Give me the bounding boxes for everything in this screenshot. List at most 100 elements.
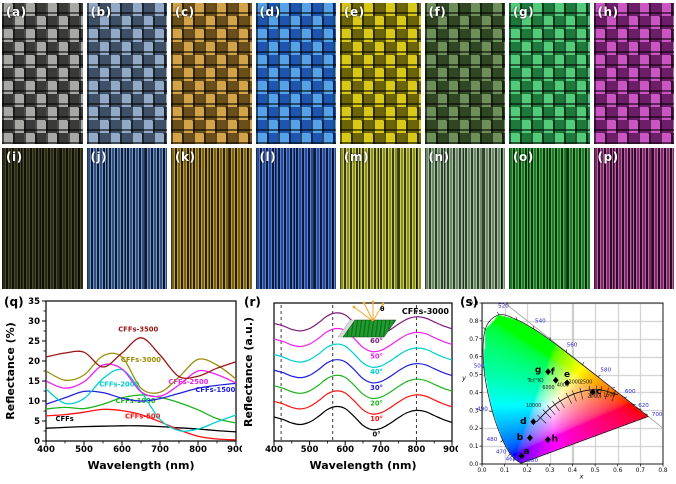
x-tick-label: 0.6 (613, 468, 623, 474)
measurement-geometry-inset: θ (337, 300, 397, 338)
locus-wavelength-tick (597, 374, 601, 378)
corner-sample-label: CFFs-3000 (402, 307, 450, 316)
isotherm-tick (552, 401, 560, 412)
incident-ray-arrow (372, 303, 384, 322)
series-label: CFFs-3500 (118, 325, 158, 333)
y-tick-label: 15 (28, 377, 40, 387)
micrograph-fabric-f: (f) (424, 3, 505, 144)
sample-point-marker-e (564, 379, 570, 387)
angle-curve-50° (273, 327, 453, 353)
x-tick-label: 500 (75, 445, 93, 455)
y-tick-label: 20 (28, 357, 40, 367)
x-tick-label: 700 (372, 445, 390, 455)
locus-wavelength-tick (612, 386, 616, 389)
reflectance-spectra-panel: (q) 400 500 600 700 800 900 0 5 10 15 20 25 30 35 Wavel… (2, 293, 245, 484)
x-tick-label: 700 (151, 445, 169, 455)
color-temperature-label: 2000 (588, 394, 600, 400)
x-tick-label: 0.4 (568, 468, 578, 474)
x-axis-title: Wavelength (nm) (310, 459, 417, 472)
y-tick-label: 5 (34, 417, 40, 427)
angle-label: 20° (370, 399, 383, 407)
series-label: CFFs-2000 (99, 381, 139, 389)
angle-label: 60° (370, 337, 383, 345)
micrograph-fiber-p: (p) (593, 148, 674, 289)
panel-letter: (o) (513, 150, 534, 164)
sample-point-label: h (552, 435, 558, 445)
locus-wavelength-tick (500, 440, 503, 443)
y-tick-label: 25 (28, 337, 40, 347)
isotherm-tick (542, 409, 552, 419)
panel-letter: (j) (90, 150, 108, 164)
color-temperature-label: 10000 (526, 403, 541, 409)
panel-letter: (d) (259, 5, 281, 19)
x-tick-label: 400 (37, 445, 55, 455)
y-tick-label: 30 (28, 317, 40, 327)
locus-wavelength-tick (512, 458, 515, 462)
panel-letter: (r) (244, 295, 261, 309)
angle-curve-0° (273, 405, 453, 431)
angle-curve-40° (273, 343, 453, 368)
y-tick-label: 0 (34, 437, 40, 447)
isotherm-tick (579, 387, 584, 400)
wavelength-label: 380 (527, 458, 538, 464)
y-tick-label: 0.5 (469, 373, 479, 379)
sample-point-label: c (596, 387, 601, 397)
wavelength-label: 460 (506, 456, 517, 462)
incident-ray-arrow (353, 306, 374, 322)
sample-point-marker-c (589, 388, 596, 396)
series-label: CFFs-2500 (168, 378, 208, 386)
x-tick-label: 0.3 (545, 468, 555, 474)
y-axis-title: y (461, 374, 466, 382)
angle-dependent-spectra-chart: 400 500 600 700 800 900 Wavelength (nm) Reflect… (242, 300, 461, 472)
fiber-micrographs-row: (i) (j) (k) (l) (m) (n) (o) (p) (2, 148, 674, 289)
spectral-locus-outline (482, 314, 650, 464)
sample-point-label: g (535, 366, 541, 376)
angle-label: 30° (370, 384, 383, 392)
sample-point-label: a (524, 447, 530, 457)
isotherm-tick (605, 387, 609, 400)
reflectance-spectra-chart: 400 500 600 700 800 900 0 5 10 15 20 25 30 35 Waveleng… (4, 297, 245, 472)
wavelength-label: 700 (652, 412, 663, 418)
micrograph-fabric-b: (b) (86, 3, 167, 144)
locus-wavelength-tick (489, 410, 493, 413)
y-tick-label: 0.8 (469, 319, 479, 325)
x-tick-label: 0.1 (500, 468, 510, 474)
wavelength-label: 580 (600, 368, 611, 374)
sample-point-marker-a (518, 452, 525, 460)
color-temperature-label: 4000 (557, 383, 569, 389)
isotherm-tick (571, 390, 577, 402)
locus-wavelength-tick (515, 316, 518, 320)
panel-letter: (k) (175, 150, 196, 164)
wavelength-label: 620 (638, 403, 649, 409)
isotherm-tick (537, 414, 547, 424)
wavelength-label: 500 (474, 363, 485, 369)
series-label: CFFs-1500 (195, 386, 235, 394)
wavelength-label: 470 (496, 450, 507, 456)
series-curve-CFFs-3000 (45, 352, 237, 394)
panel-letter: (f) (428, 5, 447, 19)
series-curve-CFFs-2500 (45, 363, 237, 398)
sample-point-label: f (551, 367, 555, 377)
y-tick-label: 0.4 (469, 390, 479, 396)
micrograph-fiber-m: (m) (340, 148, 421, 289)
panel-letter: (s) (460, 295, 479, 309)
x-tick-label: 900 (443, 445, 458, 455)
x-tick-label: 800 (189, 445, 207, 455)
y-tick-label: 0.2 (469, 426, 479, 432)
isotherm-tick (557, 397, 565, 409)
theta-angle-label: θ (380, 305, 385, 313)
incident-ray-arrow (363, 302, 374, 322)
series-curve-CFFs (45, 425, 237, 433)
locus-wavelength-tick (508, 453, 511, 457)
tc-kelvin-label: Tc(°K) (526, 378, 543, 384)
series-label: CFFs-3000 (121, 356, 161, 364)
panel-letter: (q) (4, 295, 24, 309)
angle-label: 10° (370, 415, 383, 423)
panel-letter: (h) (597, 5, 619, 19)
isotherm-tick (547, 405, 556, 415)
sample-point-marker-g (545, 368, 551, 376)
wavelength-label: 540 (535, 318, 546, 324)
wavelength-label: 480 (487, 437, 498, 443)
locus-wavelength-tick (644, 413, 648, 415)
y-tick-label: 0.3 (469, 408, 479, 414)
